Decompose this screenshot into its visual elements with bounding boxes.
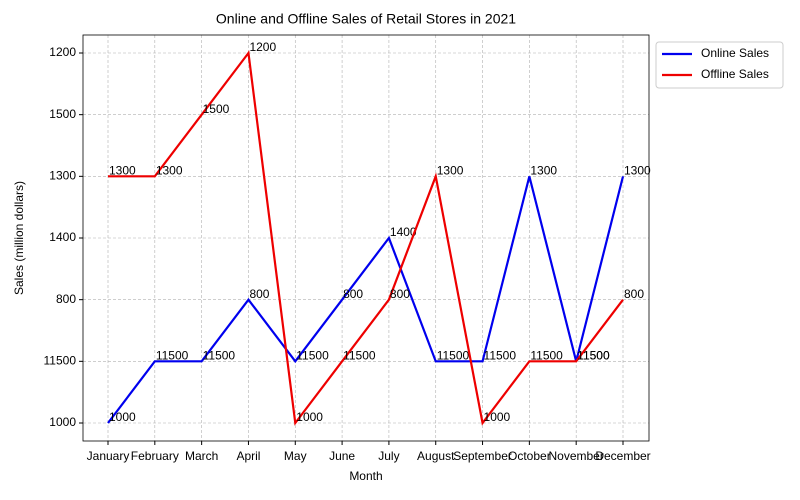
data-label: 1500 — [203, 102, 230, 116]
data-label: 11500 — [577, 349, 610, 363]
data-label: 1000 — [296, 410, 323, 424]
data-label: 1300 — [530, 164, 557, 178]
x-tick-label: February — [131, 449, 179, 463]
data-label: 800 — [390, 287, 410, 301]
data-label: 11500 — [343, 349, 376, 363]
y-tick-label: 1200 — [49, 45, 76, 59]
legend-label: Online Sales — [701, 46, 769, 60]
x-tick-label: September — [453, 449, 512, 463]
y-tick-label: 1000 — [49, 415, 76, 429]
data-label: 11500 — [156, 349, 189, 363]
legend: Online Sales Offline Sales — [655, 41, 784, 89]
data-label: 800 — [249, 287, 269, 301]
data-label: 800 — [343, 287, 363, 301]
data-label: 11500 — [296, 349, 329, 363]
data-label: 1300 — [437, 164, 464, 178]
data-label: 1300 — [109, 164, 136, 178]
data-label: 11500 — [437, 349, 470, 363]
data-label: 1300 — [156, 164, 183, 178]
y-tick-label: 800 — [56, 292, 76, 306]
x-tick-label: March — [185, 449, 218, 463]
data-label: 1000 — [484, 410, 511, 424]
data-label: 1000 — [109, 410, 136, 424]
line — [107, 176, 625, 424]
y-tick-label: 11500 — [44, 354, 77, 368]
data-label: 11500 — [530, 349, 563, 363]
legend-label: Offline Sales — [701, 67, 769, 81]
x-tick-label: January — [87, 449, 130, 463]
line — [108, 50, 624, 426]
data-label: 800 — [624, 287, 644, 301]
x-tick-label: June — [329, 449, 355, 463]
x-tick-label: May — [284, 449, 307, 463]
x-tick-label: April — [236, 449, 260, 463]
y-axis-label: Sales (million dollars) — [12, 181, 26, 295]
x-tick-label: November — [549, 449, 604, 463]
y-tick-label: 1300 — [49, 169, 76, 183]
x-tick-label: December — [595, 449, 650, 463]
y-tick-label: 1400 — [49, 230, 76, 244]
data-label: 11500 — [203, 349, 236, 363]
chart-title: Online and Offline Sales of Retail Store… — [216, 11, 516, 27]
data-label: 1300 — [624, 164, 651, 178]
y-tick-label: 1500 — [49, 107, 76, 121]
data-label: 11500 — [484, 349, 517, 363]
x-tick-label: October — [508, 449, 551, 463]
data-label: 1400 — [390, 225, 417, 239]
x-tick-label: August — [417, 449, 455, 463]
plot-frame — [82, 34, 650, 442]
data-label: 11500 — [577, 349, 610, 363]
x-tick-label: July — [378, 449, 399, 463]
x-axis-label: Month — [349, 469, 382, 483]
data-label: 1200 — [249, 40, 276, 54]
